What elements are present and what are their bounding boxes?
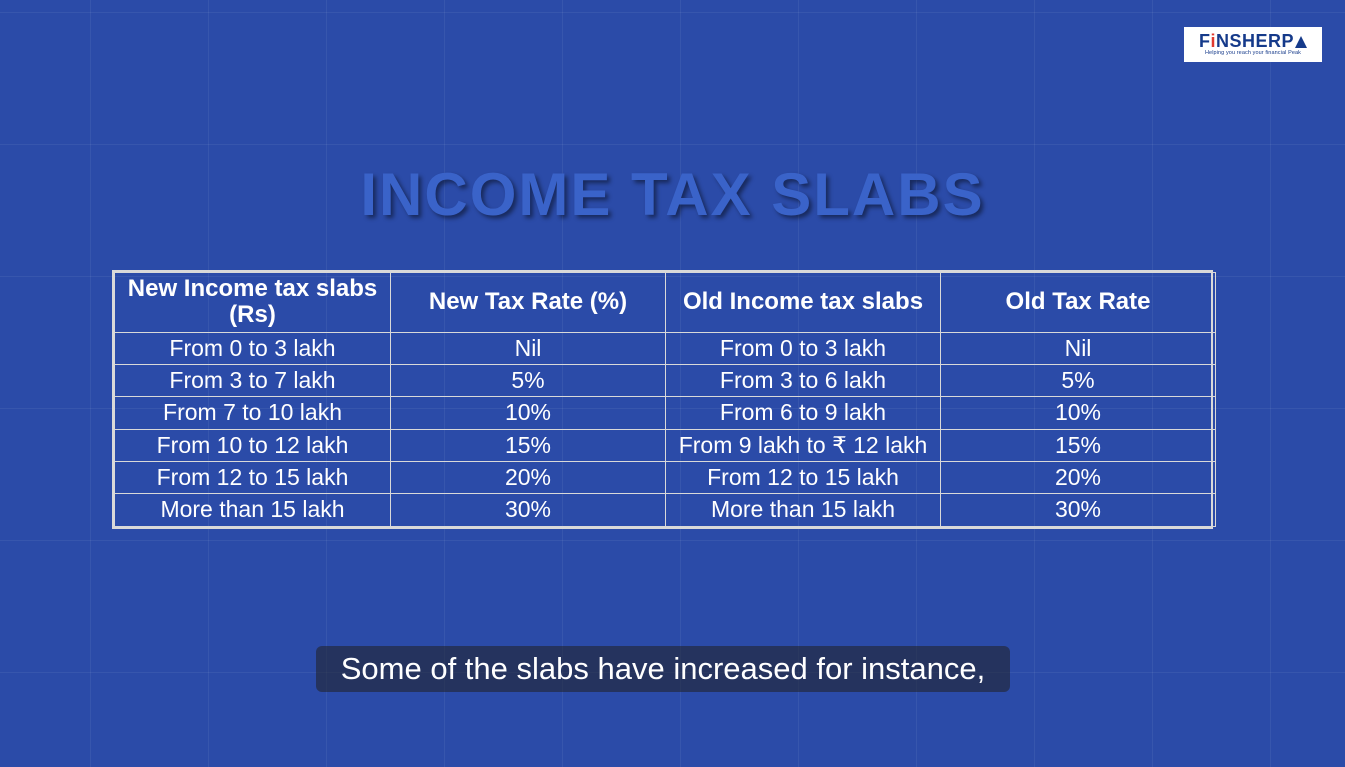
cell-old-slab: From 6 to 9 lakh <box>666 397 941 429</box>
tax-slab-table-container: New Income tax slabs (Rs) New Tax Rate (… <box>112 270 1213 529</box>
tax-slab-table: New Income tax slabs (Rs) New Tax Rate (… <box>114 272 1216 527</box>
cell-old-slab: From 0 to 3 lakh <box>666 332 941 364</box>
cell-old-slab: From 3 to 6 lakh <box>666 365 941 397</box>
cell-new-rate: 30% <box>391 494 666 526</box>
col-header-new-slabs: New Income tax slabs (Rs) <box>115 273 391 333</box>
brand-rest: NSHERP <box>1216 32 1294 50</box>
cell-old-slab: From 9 lakh to ₹ 12 lakh <box>666 429 941 461</box>
cell-new-rate: 20% <box>391 461 666 493</box>
caption-text: Some of the slabs have increased for ins… <box>341 651 985 687</box>
cell-old-slab: From 12 to 15 lakh <box>666 461 941 493</box>
caption-box: Some of the slabs have increased for ins… <box>316 646 1010 692</box>
brand-tagline: Helping you reach your financial Peak <box>1205 51 1301 57</box>
cell-old-rate: 5% <box>941 365 1216 397</box>
cell-new-slab: From 3 to 7 lakh <box>115 365 391 397</box>
cell-old-rate: 15% <box>941 429 1216 461</box>
table-row: From 7 to 10 lakh 10% From 6 to 9 lakh 1… <box>115 397 1216 429</box>
cell-old-slab: More than 15 lakh <box>666 494 941 526</box>
cell-old-rate: 30% <box>941 494 1216 526</box>
cell-old-rate: 10% <box>941 397 1216 429</box>
brand-prefix: F <box>1199 32 1211 50</box>
cell-new-slab: More than 15 lakh <box>115 494 391 526</box>
table-row: More than 15 lakh 30% More than 15 lakh … <box>115 494 1216 526</box>
table-row: From 10 to 12 lakh 15% From 9 lakh to ₹ … <box>115 429 1216 461</box>
cell-new-rate: 15% <box>391 429 666 461</box>
cell-new-slab: From 10 to 12 lakh <box>115 429 391 461</box>
cell-new-rate: Nil <box>391 332 666 364</box>
cell-new-slab: From 7 to 10 lakh <box>115 397 391 429</box>
col-header-old-slabs: Old Income tax slabs <box>666 273 941 333</box>
col-header-new-rate: New Tax Rate (%) <box>391 273 666 333</box>
cell-new-rate: 10% <box>391 397 666 429</box>
table-header-row: New Income tax slabs (Rs) New Tax Rate (… <box>115 273 1216 333</box>
page-title: INCOME TAX SLABS <box>0 160 1345 229</box>
cell-new-slab: From 12 to 15 lakh <box>115 461 391 493</box>
cell-old-rate: Nil <box>941 332 1216 364</box>
table-row: From 0 to 3 lakh Nil From 0 to 3 lakh Ni… <box>115 332 1216 364</box>
cell-old-rate: 20% <box>941 461 1216 493</box>
col-header-old-rate: Old Tax Rate <box>941 273 1216 333</box>
mountain-icon <box>1295 36 1307 48</box>
table-row: From 12 to 15 lakh 20% From 12 to 15 lak… <box>115 461 1216 493</box>
cell-new-slab: From 0 to 3 lakh <box>115 332 391 364</box>
table-row: From 3 to 7 lakh 5% From 3 to 6 lakh 5% <box>115 365 1216 397</box>
brand-logo-text: FiNSHERP <box>1199 32 1307 50</box>
cell-new-rate: 5% <box>391 365 666 397</box>
brand-logo: FiNSHERP Helping you reach your financia… <box>1184 27 1322 62</box>
